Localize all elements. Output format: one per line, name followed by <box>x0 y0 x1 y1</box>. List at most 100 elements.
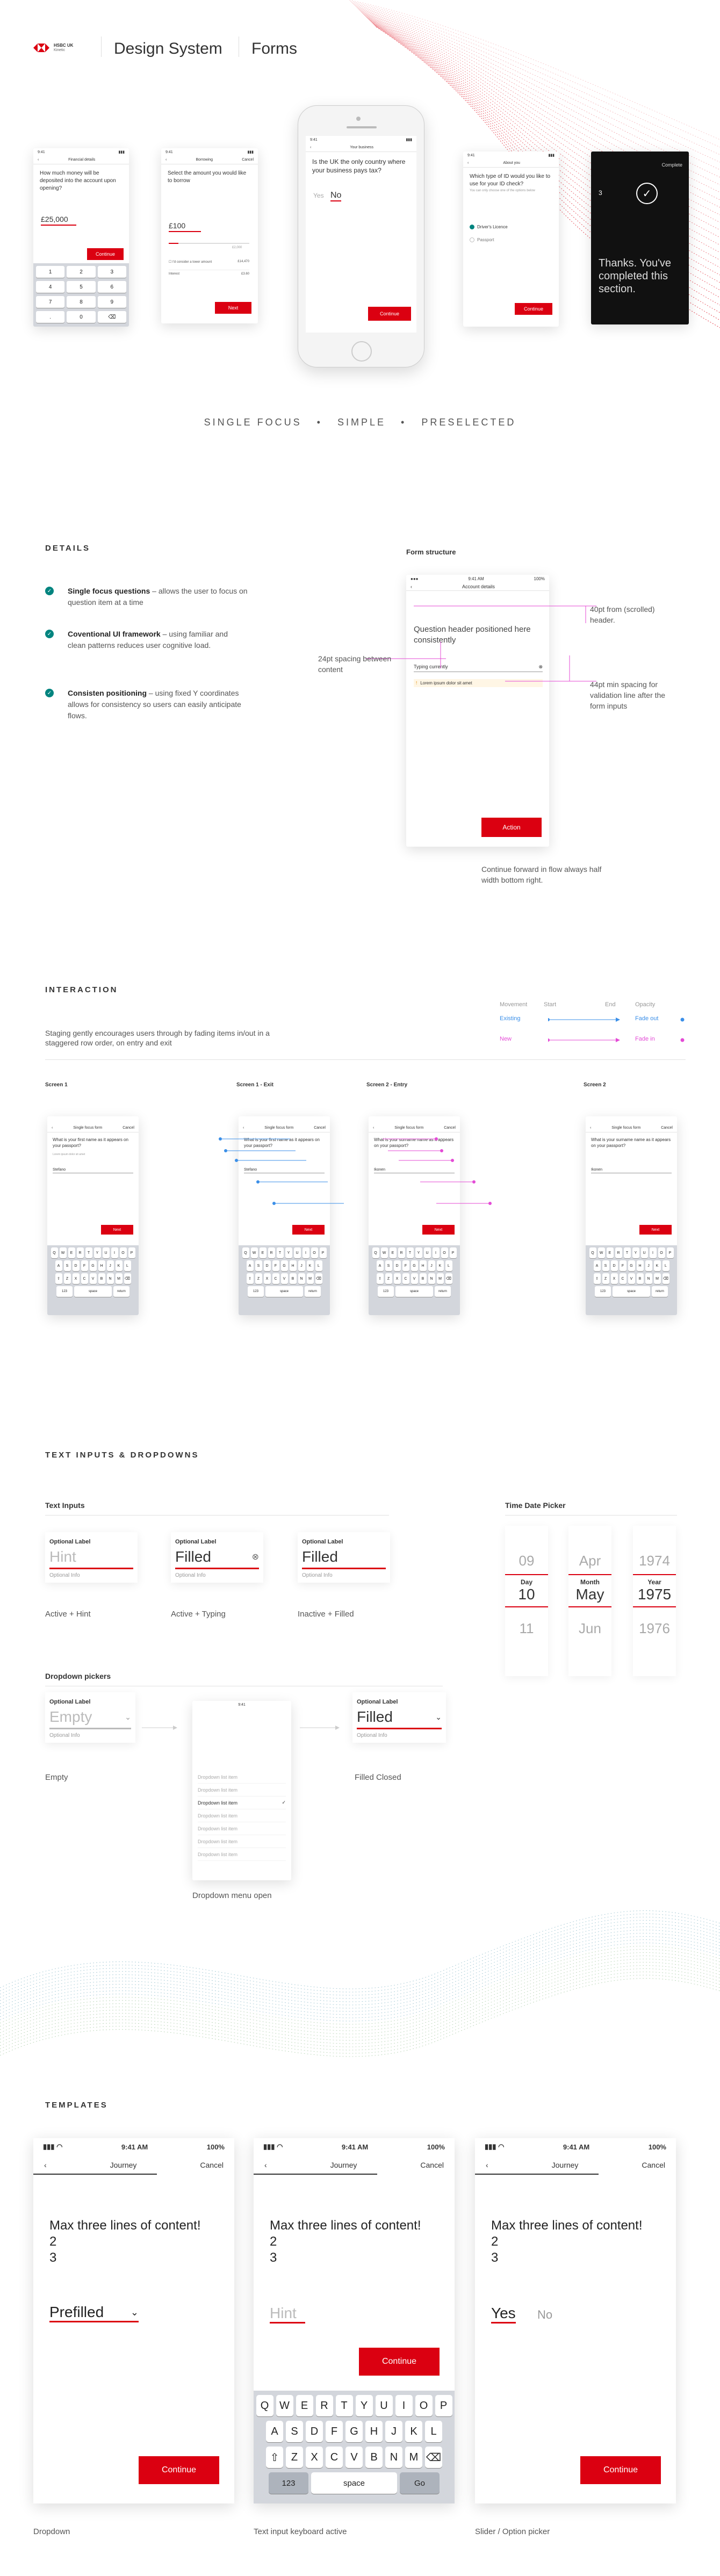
key[interactable]: X <box>306 2447 323 2468</box>
key[interactable]: D <box>263 1260 271 1271</box>
keypad-key[interactable]: . <box>36 311 65 323</box>
key[interactable]: space <box>74 1286 112 1297</box>
key[interactable]: P <box>435 2395 452 2416</box>
key[interactable]: L <box>662 1260 669 1271</box>
key[interactable]: Q <box>51 1247 58 1258</box>
key[interactable]: W <box>597 1247 605 1258</box>
key[interactable]: G <box>280 1260 288 1271</box>
key[interactable]: J <box>428 1260 435 1271</box>
key[interactable]: S <box>63 1260 71 1271</box>
key[interactable]: ⇧ <box>593 1273 601 1284</box>
key[interactable]: Z <box>255 1273 262 1284</box>
key[interactable]: A <box>55 1260 62 1271</box>
key[interactable]: Z <box>63 1273 71 1284</box>
key[interactable]: V <box>280 1273 288 1284</box>
key[interactable]: B <box>365 2447 383 2468</box>
lower-amount-option[interactable]: ☐ I'd consider a lower amount £14,470 <box>169 260 249 264</box>
key[interactable]: S <box>602 1260 609 1271</box>
continue-button[interactable]: Continue <box>87 248 124 260</box>
key[interactable]: H <box>98 1260 105 1271</box>
key[interactable]: M <box>115 1273 123 1284</box>
next-button[interactable]: Next <box>215 302 251 314</box>
option-yes[interactable]: Yes <box>313 192 324 199</box>
key[interactable]: ⇧ <box>266 2447 283 2468</box>
key[interactable]: I <box>302 1247 309 1258</box>
key[interactable]: V <box>89 1273 97 1284</box>
key[interactable]: H <box>365 2421 383 2442</box>
option-drivers-licence[interactable]: Driver's Licence <box>470 225 508 229</box>
dropdown-filled[interactable]: Optional Label Filled ⌄ Optional Info <box>352 1692 446 1743</box>
key[interactable]: X <box>263 1273 271 1284</box>
key[interactable]: ⇧ <box>246 1273 254 1284</box>
key[interactable]: K <box>405 2421 422 2442</box>
key[interactable]: F <box>619 1260 627 1271</box>
key[interactable]: G <box>345 2421 363 2442</box>
dropdown-list-item[interactable]: Dropdown list item <box>198 1809 286 1822</box>
key[interactable]: O <box>119 1247 127 1258</box>
amount-input[interactable]: £25,000 <box>41 215 76 226</box>
key[interactable]: T <box>276 1247 284 1258</box>
key[interactable]: A <box>376 1260 384 1271</box>
continue-button[interactable]: Continue <box>580 2456 661 2484</box>
continue-button[interactable]: Continue <box>139 2456 219 2484</box>
name-input[interactable]: Ikonen <box>591 1168 672 1173</box>
key[interactable]: ⇧ <box>376 1273 384 1284</box>
key[interactable]: U <box>423 1247 431 1258</box>
key[interactable]: B <box>98 1273 105 1284</box>
key[interactable]: L <box>445 1260 452 1271</box>
key[interactable]: T <box>85 1247 92 1258</box>
key[interactable]: E <box>68 1247 75 1258</box>
key[interactable]: I <box>111 1247 118 1258</box>
key[interactable]: return <box>305 1286 321 1297</box>
keypad-key[interactable]: ⌫ <box>97 311 126 323</box>
key[interactable]: Z <box>286 2447 303 2468</box>
text-field-3[interactable]: Optional Label Filled Optional Info <box>298 1532 390 1583</box>
key[interactable]: 123 <box>378 1286 394 1297</box>
key[interactable]: V <box>411 1273 418 1284</box>
key[interactable]: L <box>315 1260 322 1271</box>
text-field-1[interactable]: Optional Label Hint Optional Info <box>45 1532 138 1583</box>
key[interactable]: Z <box>385 1273 392 1284</box>
key[interactable]: C <box>402 1273 409 1284</box>
key[interactable]: V <box>628 1273 635 1284</box>
key[interactable]: H <box>636 1260 644 1271</box>
dropdown-list-item[interactable]: Dropdown list item <box>198 1771 286 1784</box>
key[interactable]: U <box>293 1247 301 1258</box>
key[interactable]: R <box>268 1247 275 1258</box>
back-icon[interactable]: ‹ <box>486 2161 488 2169</box>
key[interactable]: return <box>652 1286 668 1297</box>
continue-button[interactable]: Continue <box>359 2348 440 2376</box>
key[interactable]: D <box>306 2421 323 2442</box>
amount-input[interactable]: £100 <box>169 221 201 232</box>
key[interactable]: Q <box>372 1247 379 1258</box>
continue-button[interactable]: Continue <box>368 307 411 321</box>
keypad-key[interactable]: 2 <box>67 266 96 278</box>
key[interactable]: P <box>128 1247 135 1258</box>
key[interactable]: Y <box>355 2395 373 2416</box>
dropdown-list-item[interactable]: Dropdown list item ✓ <box>198 1796 286 1809</box>
key[interactable]: L <box>425 2421 442 2442</box>
key[interactable]: R <box>398 1247 405 1258</box>
key[interactable]: U <box>102 1247 110 1258</box>
name-input[interactable]: Stefano <box>53 1168 133 1173</box>
key[interactable]: ⌫ <box>315 1273 322 1284</box>
key[interactable]: D <box>72 1260 80 1271</box>
key[interactable]: D <box>610 1260 618 1271</box>
key[interactable]: K <box>436 1260 444 1271</box>
back-icon[interactable]: ‹ <box>44 2161 47 2169</box>
key[interactable]: H <box>289 1260 297 1271</box>
keypad-key[interactable]: 9 <box>97 296 126 308</box>
key[interactable]: I <box>395 2395 413 2416</box>
key[interactable]: S <box>255 1260 262 1271</box>
key[interactable]: O <box>441 1247 448 1258</box>
key[interactable]: Q <box>242 1247 249 1258</box>
key[interactable]: P <box>319 1247 327 1258</box>
key[interactable]: J <box>645 1260 652 1271</box>
clear-icon[interactable]: ⊗ <box>251 1553 259 1562</box>
keypad-key[interactable]: 6 <box>97 281 126 293</box>
key[interactable]: return <box>435 1286 451 1297</box>
key[interactable]: I <box>649 1247 657 1258</box>
key[interactable]: U <box>640 1247 648 1258</box>
amount-slider[interactable] <box>169 243 249 244</box>
key[interactable]: O <box>415 2395 433 2416</box>
